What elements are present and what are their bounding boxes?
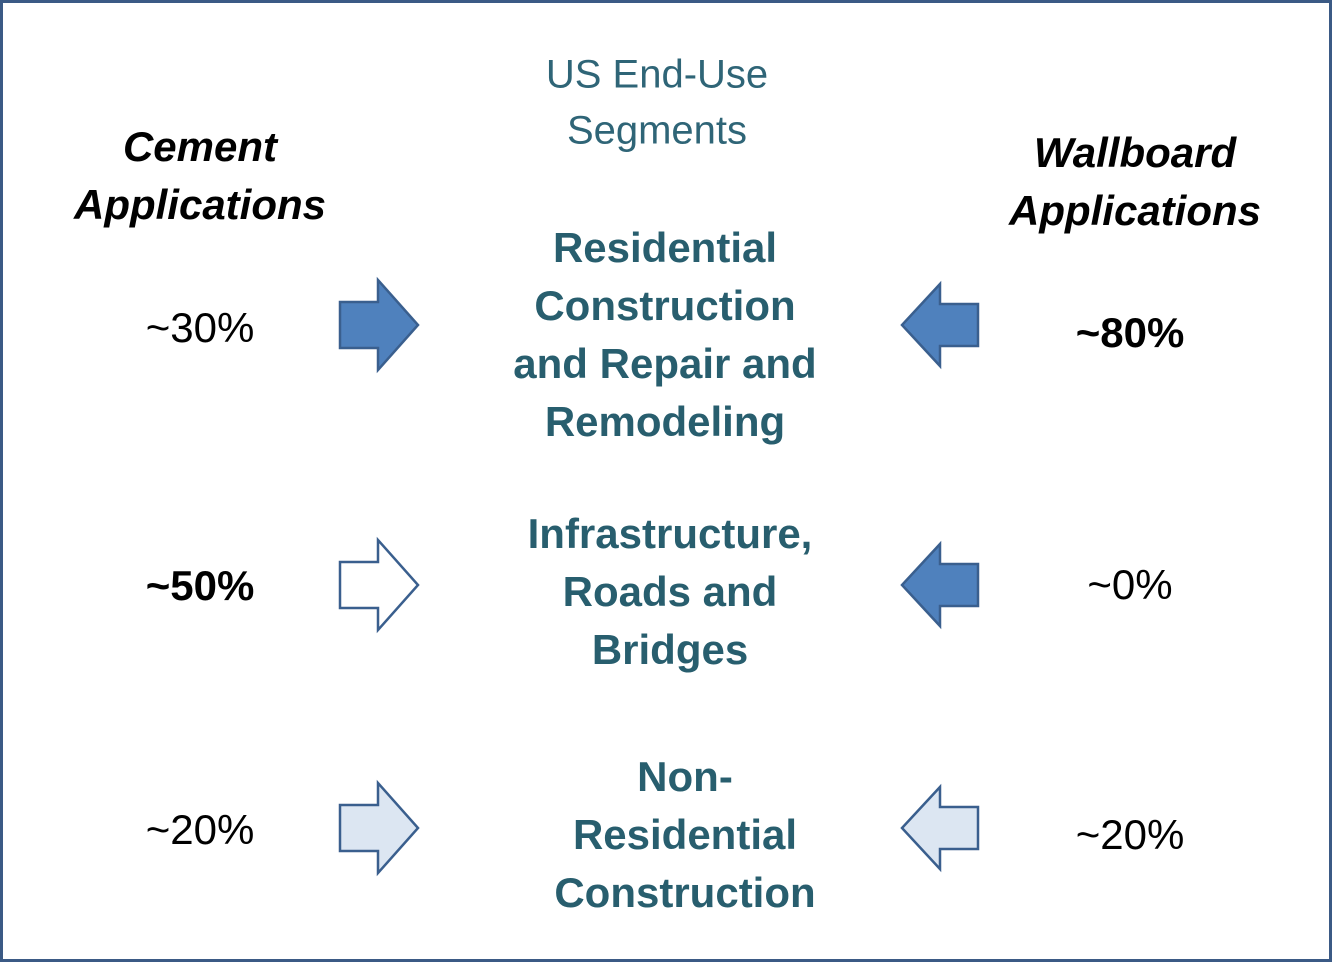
right-arrow [338,779,420,877]
segment-label: Non- [637,753,733,800]
right-header: Applications [1008,187,1261,234]
left-header: Applications [73,181,326,228]
left-arrow [900,783,980,873]
title: Segments [567,109,747,153]
segment-label: Infrastructure, [528,510,813,557]
segment-label: Construction [534,282,795,329]
right-header: Wallboard [1034,129,1238,176]
segment-label: Remodeling [545,398,785,445]
wallboard-share: ~80% [1076,309,1185,356]
wallboard-share: ~20% [1076,811,1185,858]
segment-label: Bridges [592,626,748,673]
right-arrow [338,276,420,374]
segment-label: Residential [573,811,797,858]
left-arrow [900,280,980,370]
cement-share: ~50% [146,562,255,609]
left-header: Cement [123,123,279,170]
cement-share: ~30% [146,304,255,351]
segment-label: Residential [553,224,777,271]
title: US End-Use [546,53,768,97]
segment-label: Construction [554,869,815,916]
left-arrow [900,540,980,630]
right-arrow [338,536,420,634]
segment-label: Roads and [563,568,778,615]
segment-label: and Repair and [513,340,816,387]
wallboard-share: ~0% [1087,561,1172,608]
cement-share: ~20% [146,806,255,853]
